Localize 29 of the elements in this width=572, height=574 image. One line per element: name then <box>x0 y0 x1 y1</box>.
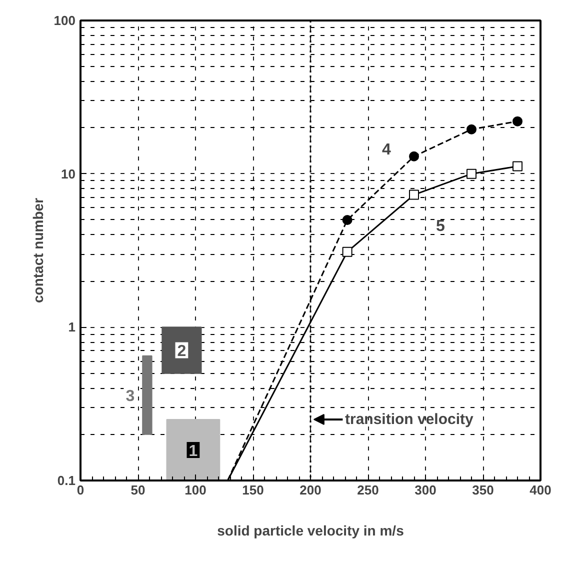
legend-label: 2 <box>177 343 186 360</box>
point <box>466 124 476 134</box>
x-tick-label: 50 <box>130 482 146 498</box>
ref-line-label: transition velocity <box>345 410 474 428</box>
x-tick-label: 150 <box>242 482 264 498</box>
legend-label: 1 <box>188 442 198 460</box>
series-label: 4 <box>382 141 391 158</box>
y-tick-label: 100 <box>54 13 76 28</box>
x-tick-label: 400 <box>530 482 552 498</box>
y-tick-label: 1 <box>68 320 76 335</box>
point <box>409 190 419 200</box>
x-tick-label: 300 <box>414 482 436 498</box>
series-label: 5 <box>436 218 445 235</box>
x-tick-label: 100 <box>184 482 206 498</box>
x-tick-label: 250 <box>357 482 379 498</box>
x-axis-title: solid particle velocity in m/s <box>217 522 404 538</box>
point <box>512 116 522 126</box>
point <box>409 151 419 162</box>
point <box>466 168 476 179</box>
y-axis-title: contact number <box>30 197 46 304</box>
point <box>342 246 352 257</box>
point <box>342 215 352 225</box>
x-tick-label: 200 <box>300 482 322 498</box>
legend-label: 3 <box>126 388 135 406</box>
x-tick-label: 0 <box>76 482 84 498</box>
y-tick-label: 0.1 <box>57 473 76 488</box>
point <box>512 161 522 172</box>
x-tick-label: 350 <box>472 482 494 498</box>
y-tick-label: 10 <box>61 166 76 182</box>
